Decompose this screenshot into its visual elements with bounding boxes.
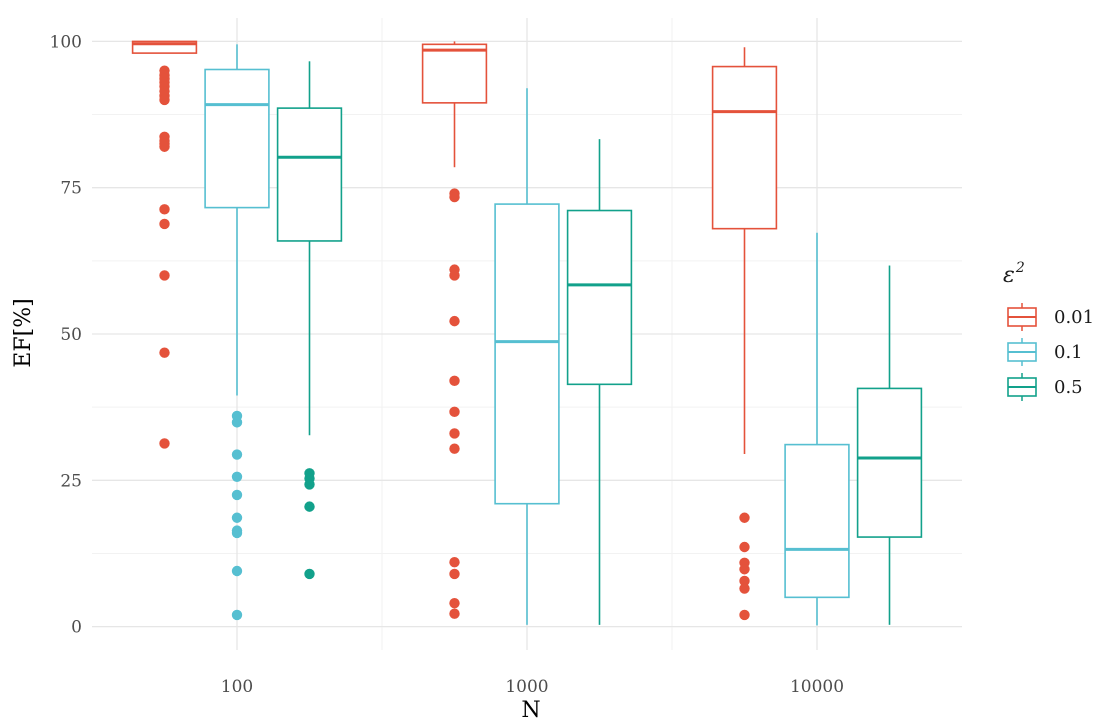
box-rect xyxy=(421,43,488,104)
outlier-point xyxy=(449,406,460,418)
box-rect xyxy=(276,107,343,242)
legend-item-0.1: 0.1 xyxy=(1007,338,1083,366)
legend-title-symbol: ε xyxy=(1003,263,1015,288)
box-rect xyxy=(494,203,560,505)
outlier-point xyxy=(449,375,460,387)
outlier-point xyxy=(231,609,243,621)
outlier-point xyxy=(231,512,243,523)
outlier-point xyxy=(304,568,315,580)
outlier-point xyxy=(231,471,243,482)
outlier-point xyxy=(449,608,460,619)
series-0.1 xyxy=(204,44,850,626)
x-axis-title: N xyxy=(521,698,540,723)
box-0.5-10000 xyxy=(856,265,923,625)
box-rect xyxy=(784,443,850,599)
x-axis-ticks: 100 1000 10000 xyxy=(221,677,844,697)
outlier-point xyxy=(739,541,750,553)
box-rect xyxy=(711,65,778,230)
series-0.5 xyxy=(276,61,923,625)
outlier-point xyxy=(304,479,315,490)
x-tick-label: 10000 xyxy=(790,677,844,697)
legend: ε2 0.01 0.1 0.5 xyxy=(1003,260,1094,401)
outlier-point xyxy=(449,315,460,327)
legend-label: 0.1 xyxy=(1054,342,1083,363)
x-tick-label: 100 xyxy=(221,677,253,697)
outlier-point xyxy=(739,512,750,523)
box-0.1-10000 xyxy=(784,232,850,626)
legend-title-superscript: 2 xyxy=(1015,260,1025,276)
y-tick-label: 75 xyxy=(60,179,82,199)
outlier-point xyxy=(231,489,243,501)
legend-title: ε2 xyxy=(1003,260,1025,288)
outlier-point xyxy=(159,438,170,449)
y-axis-title: EF[%] xyxy=(11,298,36,367)
outlier-point xyxy=(739,609,750,621)
box-0.01-100 xyxy=(131,40,198,449)
legend-label: 0.5 xyxy=(1054,377,1083,398)
box-0.5-1000 xyxy=(566,139,633,625)
legend-item-0.5: 0.5 xyxy=(1007,373,1083,401)
outlier-point xyxy=(449,597,460,609)
outlier-point xyxy=(739,575,750,587)
box-0.1-1000 xyxy=(494,88,560,625)
outlier-point xyxy=(159,204,170,215)
box-rect xyxy=(566,209,633,386)
outlier-point xyxy=(449,557,460,568)
y-tick-label: 25 xyxy=(60,471,82,491)
x-tick-label: 1000 xyxy=(505,677,548,697)
outlier-point xyxy=(449,443,460,454)
outlier-point xyxy=(231,449,243,460)
outlier-point xyxy=(449,191,460,203)
outlier-point xyxy=(739,583,750,594)
series-0.01 xyxy=(131,40,778,621)
outlier-point xyxy=(159,347,170,358)
outlier-point xyxy=(231,565,243,577)
box-0.1-100 xyxy=(204,44,270,621)
box-plot-series xyxy=(131,40,923,626)
outlier-point xyxy=(231,527,243,539)
box-0.01-1000 xyxy=(421,41,488,619)
box-rect xyxy=(131,40,198,54)
outlier-point xyxy=(449,270,460,281)
outlier-point xyxy=(159,141,170,152)
y-tick-label: 50 xyxy=(60,325,82,345)
box-0.5-100 xyxy=(276,61,343,580)
outlier-point xyxy=(159,94,170,106)
outlier-point xyxy=(449,568,460,580)
box-0.01-10000 xyxy=(711,47,778,621)
outlier-point xyxy=(304,501,315,512)
y-axis-ticks: 0 25 50 75 100 xyxy=(50,32,82,637)
box-rect xyxy=(204,68,270,209)
y-tick-label: 100 xyxy=(50,32,82,52)
legend-label: 0.01 xyxy=(1054,307,1094,328)
outlier-point xyxy=(739,564,750,575)
box-rect xyxy=(856,387,923,538)
outlier-point xyxy=(449,428,460,439)
outlier-point xyxy=(159,218,170,230)
outlier-point xyxy=(159,270,170,281)
outlier-point xyxy=(231,417,243,428)
legend-item-0.01: 0.01 xyxy=(1007,303,1094,331)
y-tick-label: 0 xyxy=(71,618,82,638)
